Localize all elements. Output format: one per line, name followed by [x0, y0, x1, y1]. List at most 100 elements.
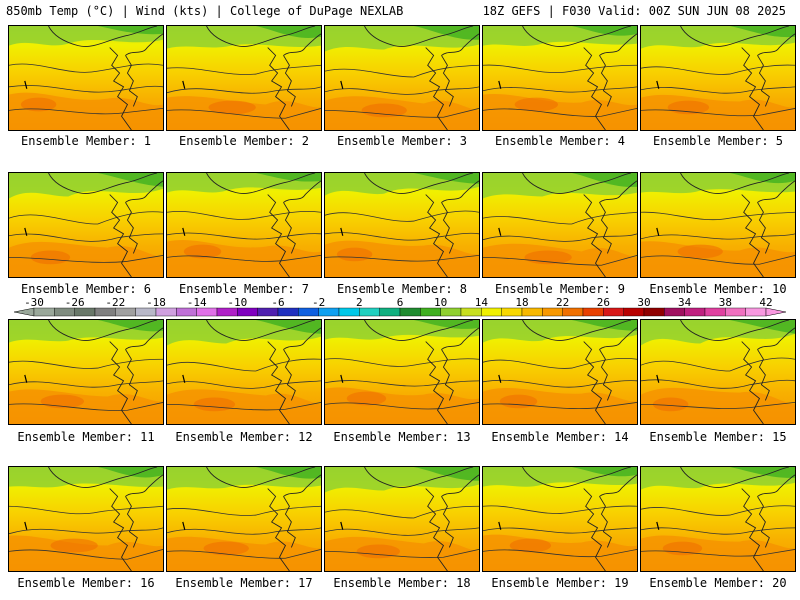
ensemble-member-map-7 [166, 172, 322, 278]
ensemble-member-map-4 [482, 25, 638, 131]
ensemble-member-map-5 [640, 25, 796, 131]
ensemble-member-label-4: Ensemble Member: 4 [494, 134, 626, 148]
colorbar-segment [298, 307, 319, 317]
colorbar-tick-label: -22 [105, 297, 125, 309]
colorbar-segment [216, 307, 238, 317]
ensemble-member-label-1: Ensemble Member: 1 [20, 134, 152, 148]
ensemble-member-map-10 [640, 172, 796, 278]
ensemble-member-label-16: Ensemble Member: 16 [17, 576, 155, 590]
colorbar-segment [115, 307, 136, 317]
colorbar-segment [582, 307, 604, 317]
ensemble-member-map-16 [8, 466, 164, 572]
colorbar-tick-label: -30 [24, 297, 44, 309]
colorbar-tick-label: -6 [271, 297, 284, 309]
colorbar-tick-label: 6 [397, 297, 404, 309]
ensemble-member-label-10: Ensemble Member: 10 [649, 282, 787, 296]
colorbar-segment [542, 307, 563, 317]
colorbar-segment [257, 307, 279, 317]
colorbar-tick-label: -2 [312, 297, 325, 309]
ensemble-member-label-14: Ensemble Member: 14 [491, 430, 629, 444]
ensemble-member-label-2: Ensemble Member: 2 [178, 134, 310, 148]
model-run-info: 18Z GEFS | F030 Valid: 00Z SUN JUN 08 20… [482, 4, 786, 18]
colorbar-tick-label: 30 [637, 297, 650, 309]
ensemble-member-map-13 [324, 319, 480, 425]
ensemble-member-map-2 [166, 25, 322, 131]
colorbar-segment [54, 307, 75, 317]
colorbar-tick-label: 26 [597, 297, 610, 309]
ensemble-member-label-3: Ensemble Member: 3 [336, 134, 468, 148]
colorbar-segment [460, 307, 482, 317]
colorbar-tick-label: -10 [227, 297, 247, 309]
colorbar-segment [379, 307, 401, 317]
colorbar-segment [399, 307, 421, 317]
ensemble-member-map-9 [482, 172, 638, 278]
ensemble-member-label-13: Ensemble Member: 13 [333, 430, 471, 444]
ensemble-member-map-18 [324, 466, 480, 572]
colorbar-segment [501, 307, 523, 317]
colorbar-tick-label: 10 [434, 297, 447, 309]
colorbar-tick-label: 22 [556, 297, 569, 309]
ensemble-member-map-6 [8, 172, 164, 278]
colorbar-tick-label: -18 [146, 297, 166, 309]
colorbar-segment [359, 307, 380, 317]
ensemble-member-label-20: Ensemble Member: 20 [649, 576, 787, 590]
colorbar-segment [176, 307, 197, 317]
colorbar-segment [684, 307, 706, 317]
colorbar-tick-label: -14 [187, 297, 207, 309]
colorbar-segment [521, 307, 543, 317]
colorbar-segment [562, 307, 584, 317]
ensemble-member-map-20 [640, 466, 796, 572]
colorbar-segment [135, 307, 157, 317]
ensemble-member-label-12: Ensemble Member: 12 [175, 430, 313, 444]
colorbar-tick-label: 42 [759, 297, 772, 309]
ensemble-member-label-18: Ensemble Member: 18 [333, 576, 471, 590]
ensemble-member-map-3 [324, 25, 480, 131]
colorbar-segment [33, 307, 55, 317]
colorbar-segment [481, 307, 502, 317]
colorbar-segment [704, 307, 726, 317]
colorbar-segment [623, 307, 645, 317]
colorbar-segment [277, 307, 299, 317]
map-title: 850mb Temp (°C) | Wind (kts) | College o… [6, 4, 404, 18]
ensemble-member-label-8: Ensemble Member: 8 [336, 282, 468, 296]
ensemble-member-label-11: Ensemble Member: 11 [17, 430, 155, 444]
ensemble-member-label-17: Ensemble Member: 17 [175, 576, 313, 590]
colorbar-segment [318, 307, 340, 317]
colorbar-segment [155, 307, 177, 317]
ensemble-member-label-7: Ensemble Member: 7 [178, 282, 310, 296]
colorbar-segment [237, 307, 258, 317]
ensemble-member-label-19: Ensemble Member: 19 [491, 576, 629, 590]
colorbar-tick-label: 2 [356, 297, 363, 309]
colorbar-tick-label: -26 [65, 297, 85, 309]
ensemble-member-map-12 [166, 319, 322, 425]
colorbar-segment [196, 307, 218, 317]
ensemble-member-label-9: Ensemble Member: 9 [494, 282, 626, 296]
ensemble-member-map-8 [324, 172, 480, 278]
ensemble-member-map-15 [640, 319, 796, 425]
colorbar-low-arrow [13, 307, 35, 317]
colorbar-segment [745, 307, 767, 317]
colorbar-high-arrow [765, 307, 787, 317]
colorbar-segment [74, 307, 96, 317]
colorbar-segment [94, 307, 116, 317]
colorbar-segment [420, 307, 441, 317]
ensemble-member-map-14 [482, 319, 638, 425]
colorbar-segment [338, 307, 360, 317]
temperature-colorbar: -30 -26 -22 -18 -14 -10 -6 -2 2 6 10 14 18 22 26 30 34 38… [13, 297, 787, 317]
ensemble-member-map-19 [482, 466, 638, 572]
colorbar-tick-label: 18 [515, 297, 528, 309]
ensemble-member-map-1 [8, 25, 164, 131]
ensemble-member-label-6: Ensemble Member: 6 [20, 282, 152, 296]
colorbar-segment [725, 307, 746, 317]
ensemble-member-map-11 [8, 319, 164, 425]
colorbar-segment [643, 307, 665, 317]
ensemble-member-label-15: Ensemble Member: 15 [649, 430, 787, 444]
colorbar-tick-label: 38 [719, 297, 732, 309]
colorbar-tick-label: 14 [475, 297, 489, 309]
ensemble-member-label-5: Ensemble Member: 5 [652, 134, 784, 148]
ensemble-member-map-17 [166, 466, 322, 572]
colorbar-segment [664, 307, 685, 317]
colorbar-segment [603, 307, 624, 317]
colorbar-segment [440, 307, 462, 317]
colorbar-tick-label: 34 [678, 297, 692, 309]
